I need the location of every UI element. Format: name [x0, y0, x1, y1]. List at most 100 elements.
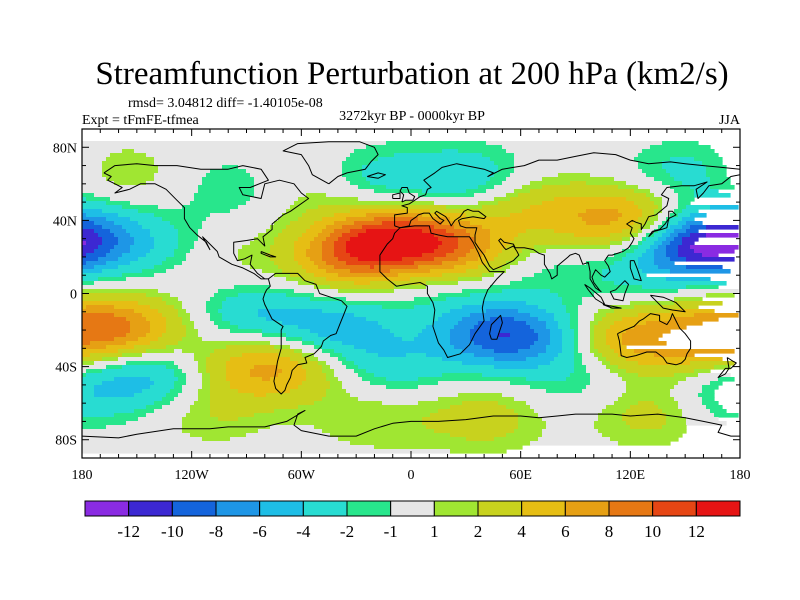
- field-cell: [282, 369, 307, 374]
- field-cell: [602, 353, 619, 358]
- field-cell: [210, 381, 231, 386]
- field-cell: [550, 289, 679, 294]
- field-cell: [526, 357, 555, 362]
- field-cell: [130, 249, 151, 254]
- field-cell: [446, 297, 563, 302]
- colorbar-label: 2: [474, 522, 483, 541]
- field-cell: [510, 281, 615, 286]
- field-cell: [610, 369, 627, 374]
- field-cell: [150, 329, 167, 334]
- field-cell: [498, 401, 527, 406]
- field-cell: [610, 265, 639, 270]
- field-cell: [542, 433, 603, 438]
- field-cell: [522, 249, 547, 254]
- field-cell: [490, 285, 643, 290]
- field-cell: [578, 317, 595, 322]
- field-cell: [654, 233, 663, 238]
- field-cell: [130, 201, 191, 206]
- field-cell: [270, 285, 315, 290]
- field-cell: [238, 205, 291, 210]
- field-cell: [178, 365, 199, 370]
- field-cell: [442, 357, 495, 362]
- field-cell: [630, 225, 643, 230]
- field-cell: [490, 177, 507, 182]
- field-cell: [214, 349, 295, 354]
- field-cell: [202, 225, 271, 230]
- field-cell: [306, 193, 327, 198]
- field-cell: [254, 393, 267, 398]
- field-cell: [342, 165, 363, 170]
- field-cell: [610, 325, 635, 330]
- field-cell: [702, 385, 719, 390]
- field-cell: [206, 369, 227, 374]
- field-cell: [298, 261, 315, 266]
- field-cell: [82, 329, 131, 334]
- field-cell: [146, 153, 351, 158]
- field-cell: [138, 221, 171, 226]
- field-cell: [654, 221, 663, 226]
- field-cell: [710, 177, 731, 182]
- field-cell: [374, 189, 423, 194]
- field-cell: [690, 213, 707, 218]
- field-cell: [82, 225, 103, 230]
- field-cell: [554, 229, 623, 234]
- field-cell: [346, 177, 367, 182]
- field-cell: [538, 317, 555, 322]
- field-cell: [482, 273, 495, 278]
- field-cell: [514, 257, 527, 262]
- field-cell: [546, 389, 583, 394]
- field-cell: [238, 165, 343, 170]
- field-cell: [342, 341, 451, 346]
- field-cell: [630, 301, 675, 306]
- field-cell: [666, 169, 707, 174]
- field-cell: [410, 277, 459, 282]
- field-cell: [342, 385, 387, 390]
- field-cell: [190, 313, 211, 318]
- field-cell: [630, 405, 659, 410]
- field-cell: [82, 153, 111, 158]
- field-cell: [338, 437, 467, 442]
- field-cell: [302, 349, 323, 354]
- field-cell: [654, 241, 663, 246]
- field-cell: [190, 249, 239, 254]
- field-cell: [606, 365, 619, 370]
- colorbar-swatch: [302, 500, 348, 517]
- field-cell: [318, 357, 339, 362]
- field-cell: [670, 317, 719, 322]
- field-cell: [690, 225, 707, 230]
- x-tick-label: 120W: [175, 468, 210, 483]
- field-cell: [594, 425, 631, 430]
- field-cell: [154, 245, 179, 250]
- field-cell: [662, 425, 687, 430]
- field-cell: [390, 269, 431, 274]
- field-cell: [146, 317, 167, 322]
- field-cell: [562, 349, 575, 354]
- field-cell: [386, 141, 487, 146]
- field-cell: [638, 265, 659, 270]
- field-cell: [94, 221, 115, 226]
- field-cell: [334, 373, 359, 378]
- field-cell: [362, 169, 499, 174]
- field-cell: [642, 149, 715, 154]
- field-cell: [154, 265, 175, 270]
- field-cell: [446, 229, 467, 234]
- field-cell: [174, 305, 183, 310]
- field-cell: [470, 329, 535, 334]
- field-cell: [710, 185, 735, 190]
- field-cell: [194, 193, 255, 198]
- field-cell: [514, 157, 635, 162]
- field-cell: [350, 153, 395, 158]
- field-cell: [82, 325, 131, 330]
- field-cell: [82, 145, 367, 150]
- field-cell: [134, 149, 355, 154]
- field-cell: [182, 301, 207, 306]
- field-cell: [278, 217, 299, 222]
- field-cell: [198, 389, 211, 394]
- field-cell: [298, 405, 451, 410]
- field-cell: [594, 345, 611, 350]
- experiment-label: Expt = tFmFE-tfmea: [82, 113, 200, 128]
- field-cell: [486, 249, 503, 254]
- field-cell: [82, 197, 87, 202]
- coastline: [394, 174, 740, 293]
- field-cell: [210, 405, 299, 410]
